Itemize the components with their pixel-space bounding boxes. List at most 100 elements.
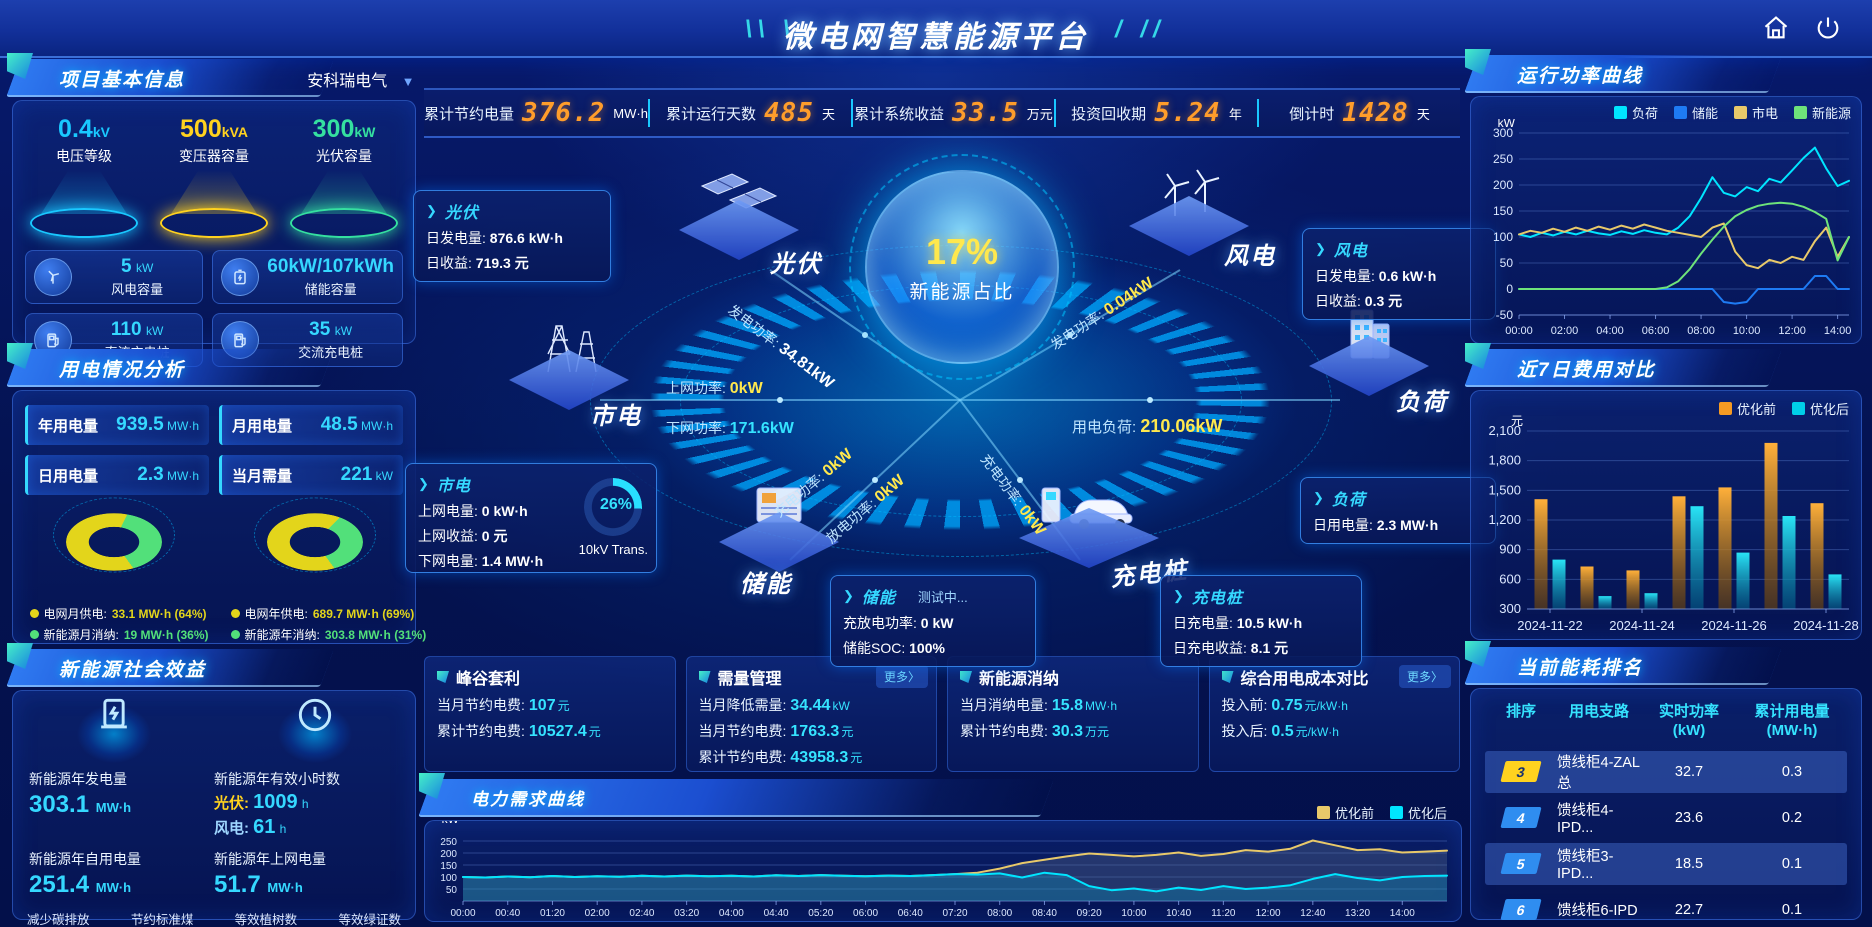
svg-text:05:20: 05:20 bbox=[808, 908, 833, 919]
storage-note: 测试中... bbox=[917, 589, 968, 605]
table-row[interactable]: 4 馈线柜4-IPD... 23.6 0.2 bbox=[1485, 797, 1847, 839]
header-decor-right: / // bbox=[1115, 16, 1166, 43]
legend-item-优化前[interactable]: 优化前 bbox=[1316, 803, 1374, 822]
usage-card-2: 日用电量 2.3 MW·h bbox=[25, 455, 209, 495]
glow-pad bbox=[277, 698, 352, 763]
glow-pad bbox=[76, 698, 151, 763]
card-corner-icon bbox=[960, 671, 972, 683]
charger-info-box: ❯ 充电桩 日充电量: 10.5 kW·h 日充电收益: 8.1 元 bbox=[1160, 575, 1362, 667]
load-info-box: ❯ 负荷 日用电量: 2.3 MW·h bbox=[1300, 477, 1496, 544]
panel-power-curve: 运行功率曲线 负荷 储能 市电 新能源 -50 0 50 100 150 200 250 300 kW… bbox=[1464, 49, 1862, 344]
flow-value: 0kW bbox=[729, 380, 763, 397]
demand-legend: 优化前 优化后 bbox=[1316, 803, 1447, 822]
svg-text:06:00: 06:00 bbox=[1642, 325, 1670, 337]
kpi-label: 投资回收期 bbox=[1071, 105, 1147, 123]
benefit-stat-3: 新能源年上网电量 51.7 MW·h bbox=[214, 851, 326, 898]
svg-text:150: 150 bbox=[440, 861, 457, 872]
panel-project-info: 项目基本信息 安科瑞电气 ▼ 0.4kV 电压等级 500kVA 变压器容量 300kW… bbox=[6, 53, 416, 367]
svg-text:02:00: 02:00 bbox=[585, 908, 610, 919]
svg-text:200: 200 bbox=[1493, 178, 1513, 192]
kpi-value: 33.5 bbox=[952, 98, 1019, 128]
new-energy-sphere: 17% 新能源占比 bbox=[865, 170, 1059, 364]
arrow-icon: ❯ bbox=[426, 203, 437, 218]
company-dropdown[interactable]: 安科瑞电气 ▼ bbox=[307, 67, 414, 91]
node-platform bbox=[719, 512, 839, 572]
battery-icon bbox=[221, 258, 260, 296]
kpi-unit: 天 bbox=[821, 106, 835, 122]
svg-text:04:00: 04:00 bbox=[719, 908, 744, 919]
svg-text:14:00: 14:00 bbox=[1390, 908, 1415, 919]
panel-social-benefits: 新能源社会效益 新能源年发电量 303.1 MW·h 新能源年有效小时数 光伏: 10… bbox=[6, 643, 416, 927]
eco-stat-3: 等效绿证数303 张 bbox=[338, 913, 401, 927]
panel-title: 电力需求曲线 bbox=[471, 790, 585, 809]
card-row: 当月节约电费: 107 元 bbox=[437, 697, 570, 714]
card-title: 峰谷套利 bbox=[456, 671, 521, 688]
power-icon[interactable] bbox=[1814, 14, 1842, 42]
donut-year: 电网年供电: 689.7 MW·h (69%) 新能源年消纳: 303.8 MW·… bbox=[225, 497, 426, 643]
home-icon[interactable] bbox=[1762, 14, 1790, 42]
svg-text:2024-11-26: 2024-11-26 bbox=[1701, 618, 1767, 633]
eco-stat-2: 等效植树数240 棵 bbox=[234, 913, 298, 927]
svg-text:09:20: 09:20 bbox=[1077, 908, 1102, 919]
node-charger: 充电桩 bbox=[1014, 487, 1190, 592]
light-beam bbox=[171, 170, 257, 214]
node-label-grid: 市电 bbox=[590, 403, 642, 430]
svg-text:250: 250 bbox=[440, 837, 457, 848]
card-title: 综合用电成本对比 bbox=[1240, 671, 1369, 688]
company-dropdown-value: 安科瑞电气 bbox=[307, 73, 388, 90]
panel-title: 新能源社会效益 bbox=[59, 660, 207, 681]
panel-title: 当前能耗排名 bbox=[1517, 658, 1644, 679]
table-row[interactable]: 6 馈线柜6-IPD 22.7 0.1 bbox=[1485, 889, 1847, 927]
energy-flow-visualization: 17% 新能源占比 光伏 风电 bbox=[424, 140, 1460, 664]
flow-value: 171.6kW bbox=[729, 420, 794, 437]
svg-text:11:20: 11:20 bbox=[1211, 908, 1236, 919]
legend-item-储能[interactable]: 储能 bbox=[1673, 103, 1718, 122]
table-row[interactable]: 3 馈线柜4-ZAL总 32.7 0.3 bbox=[1485, 750, 1847, 793]
legend-item-负荷[interactable]: 负荷 bbox=[1613, 103, 1658, 122]
ranking-col-0: 排序 bbox=[1505, 703, 1536, 720]
card-corner-icon bbox=[437, 671, 449, 683]
card-row: 累计节约电费: 30.3 万元 bbox=[960, 723, 1110, 740]
card-row: 当月降低需量: 34.44 kW bbox=[698, 697, 850, 714]
benefit-stats: 新能源年发电量 303.1 MW·h 新能源年有效小时数 光伏: 1009 h 风电: … bbox=[13, 763, 415, 899]
svg-text:10:00: 10:00 bbox=[1733, 325, 1761, 337]
svg-text:08:00: 08:00 bbox=[987, 908, 1012, 919]
branch-name: 馈线柜4-IPD... bbox=[1557, 803, 1614, 836]
panel-usage-header: 用电情况分析 bbox=[6, 343, 334, 387]
svg-text:07:20: 07:20 bbox=[942, 908, 967, 919]
legend-item-优化前[interactable]: 优化前 bbox=[1718, 399, 1776, 418]
ranking-col-2: 实时功率 (kW) bbox=[1658, 703, 1719, 739]
wind-icon bbox=[34, 258, 72, 296]
capacity-cone-1: 500kVA 变压器容量 bbox=[155, 115, 273, 238]
more-button[interactable]: 更多〉 bbox=[1398, 665, 1451, 688]
wind-info-box: ❯ 风电 日发电量: 0.6 kW·h 日收益: 0.3 元 bbox=[1302, 228, 1496, 320]
more-button[interactable]: 更多〉 bbox=[875, 665, 928, 688]
svg-text:04:00: 04:00 bbox=[1596, 325, 1624, 337]
svg-text:2,100: 2,100 bbox=[1488, 423, 1521, 438]
cost-legend: 优化前 优化后 bbox=[1718, 399, 1849, 418]
legend-item-市电[interactable]: 市电 bbox=[1733, 103, 1778, 122]
usage-donuts: 电网月供电: 33.1 MW·h (64%) 新能源月消纳: 19 MW·h (3… bbox=[13, 495, 426, 643]
grid-info-box: ❯ 市电 上网电量: 0 kW·h 上网收益: 0 元 下网电量: 1.4 MW·… bbox=[405, 463, 657, 573]
legend-item-优化后[interactable]: 优化后 bbox=[1389, 803, 1447, 822]
box-title: 风电 bbox=[1333, 243, 1368, 260]
table-row[interactable]: 5 馈线柜3-IPD... 18.5 0.1 bbox=[1485, 842, 1847, 885]
donut-legend-item: 电网月供电: 33.1 MW·h (64%) bbox=[29, 605, 207, 622]
node-load: 负荷 bbox=[1304, 309, 1446, 416]
eco-stat-1: 节约标准煤91.7 t bbox=[130, 913, 194, 927]
rank-badge: 4 bbox=[1500, 807, 1542, 828]
card-row: 当月节约电费: 1763.3 元 bbox=[698, 723, 854, 740]
legend-item-新能源[interactable]: 新能源 bbox=[1793, 103, 1851, 122]
benefit-icon-pads bbox=[13, 691, 415, 763]
svg-text:12:00: 12:00 bbox=[1778, 325, 1806, 337]
panel-title: 近7日费用对比 bbox=[1517, 360, 1656, 381]
branch-name: 馈线柜4-ZAL总 bbox=[1557, 754, 1640, 792]
panel-energy-ranking: 当前能耗排名 排序 用电支路 实时功率 (kW) 累计用电量 (MW·h) 3 馈线柜4-Z… bbox=[1464, 641, 1862, 920]
legend-item-优化后[interactable]: 优化后 bbox=[1791, 399, 1849, 418]
power-chart: -50 0 50 100 150 200 250 300 kW 00:00 02:00 04:00 06… bbox=[1471, 116, 1859, 342]
kpi-unit: 年 bbox=[1228, 106, 1242, 122]
svg-text:kW: kW bbox=[1498, 119, 1516, 130]
pv-info-box: ❯ 光伏 日发电量: 876.6 kW·h 日收益: 719.3 元 bbox=[413, 190, 611, 282]
svg-text:150: 150 bbox=[1493, 204, 1513, 218]
svg-text:1,800: 1,800 bbox=[1488, 453, 1521, 468]
